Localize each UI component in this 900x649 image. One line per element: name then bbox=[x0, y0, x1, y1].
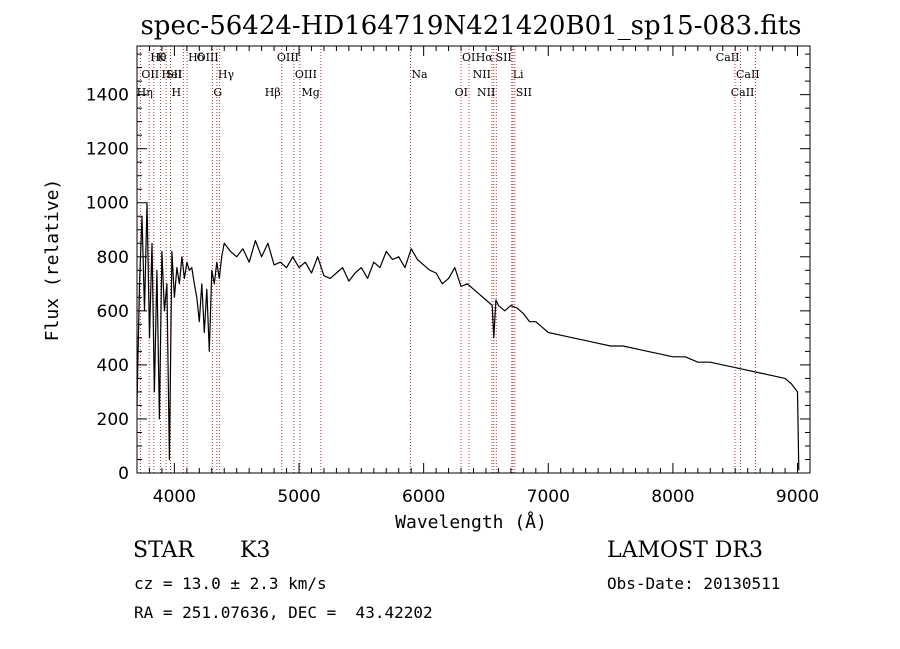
line-marker-label: Hα bbox=[476, 51, 494, 64]
y-tick-label: 1200 bbox=[86, 140, 129, 160]
x-tick-label: 6000 bbox=[402, 487, 445, 507]
line-marker-label: SII bbox=[166, 68, 182, 81]
line-marker-label: CaII bbox=[716, 51, 740, 64]
y-axis-label: Flux (relative) bbox=[42, 179, 63, 342]
coordinates: RA = 251.07636, DEC = 43.42202 bbox=[134, 603, 433, 622]
observation-date: Obs-Date: 20130511 bbox=[607, 574, 781, 593]
plot-frame bbox=[136, 45, 811, 474]
x-tick-label: 4000 bbox=[153, 487, 196, 507]
y-axis: 0 200 400 600 800 1000 1200 1400 bbox=[86, 53, 810, 484]
line-marker-label: Hγ bbox=[218, 68, 235, 81]
flux-series bbox=[136, 202, 800, 471]
line-marker-label: OI bbox=[455, 86, 468, 99]
line-marker-label: Li bbox=[513, 68, 524, 81]
redshift-value: cz = 13.0 ± 2.3 km/s bbox=[134, 574, 327, 593]
line-marker-label: Hβ bbox=[265, 86, 281, 99]
line-marker-label: HeI bbox=[162, 68, 182, 81]
line-marker-label: OII bbox=[141, 68, 159, 81]
line-marker-label: OIII bbox=[277, 51, 299, 64]
x-axis: 4000 5000 6000 7000 8000 9000 bbox=[136, 46, 819, 507]
y-tick-label: 1000 bbox=[86, 194, 129, 214]
y-tick-label: 0 bbox=[118, 464, 129, 484]
line-marker-label: Mg bbox=[302, 86, 320, 99]
line-marker-label: Hδ bbox=[188, 51, 205, 64]
line-marker-label: CaII bbox=[736, 68, 760, 81]
line-marker-label: K bbox=[157, 51, 166, 64]
plot-area bbox=[136, 202, 800, 471]
spectral-line-markers: OII Hθ Hη HeI K H SII Hδ G Hγ OIII Hβ OIII OIII Mg Na OI… bbox=[137, 46, 760, 473]
line-marker-label: OIII bbox=[295, 68, 317, 81]
line-marker-label: G bbox=[213, 86, 222, 99]
y-tick-label: 600 bbox=[97, 302, 129, 322]
line-marker-label: OI bbox=[462, 51, 475, 64]
object-subclass: K3 bbox=[240, 538, 271, 563]
line-marker-label: Hθ bbox=[150, 51, 167, 64]
x-tick-label: 9000 bbox=[776, 487, 819, 507]
x-tick-label: 8000 bbox=[651, 487, 694, 507]
y-tick-label: 800 bbox=[97, 248, 129, 268]
y-tick-label: 1400 bbox=[86, 86, 129, 106]
chart-title: spec-56424-HD164719N421420B01_sp15-083.f… bbox=[140, 11, 801, 41]
x-axis-label: Wavelength (Å) bbox=[395, 511, 547, 533]
line-marker-label: Na bbox=[411, 68, 428, 81]
line-marker-label: SII bbox=[496, 51, 512, 64]
line-marker-label: SII bbox=[516, 86, 532, 99]
line-marker-label: H bbox=[172, 86, 182, 99]
object-class: STAR bbox=[133, 538, 194, 563]
x-tick-label: 5000 bbox=[277, 487, 320, 507]
line-marker-label: Hη bbox=[137, 86, 153, 99]
line-marker-label: NII bbox=[473, 68, 491, 81]
y-tick-label: 400 bbox=[97, 356, 129, 376]
x-tick-label: 7000 bbox=[527, 487, 570, 507]
line-marker-label: NII bbox=[477, 86, 495, 99]
line-marker-label: OIII bbox=[197, 51, 219, 64]
y-tick-label: 200 bbox=[97, 410, 129, 430]
line-marker-label: CaII bbox=[731, 86, 755, 99]
survey-name: LAMOST DR3 bbox=[607, 538, 763, 563]
